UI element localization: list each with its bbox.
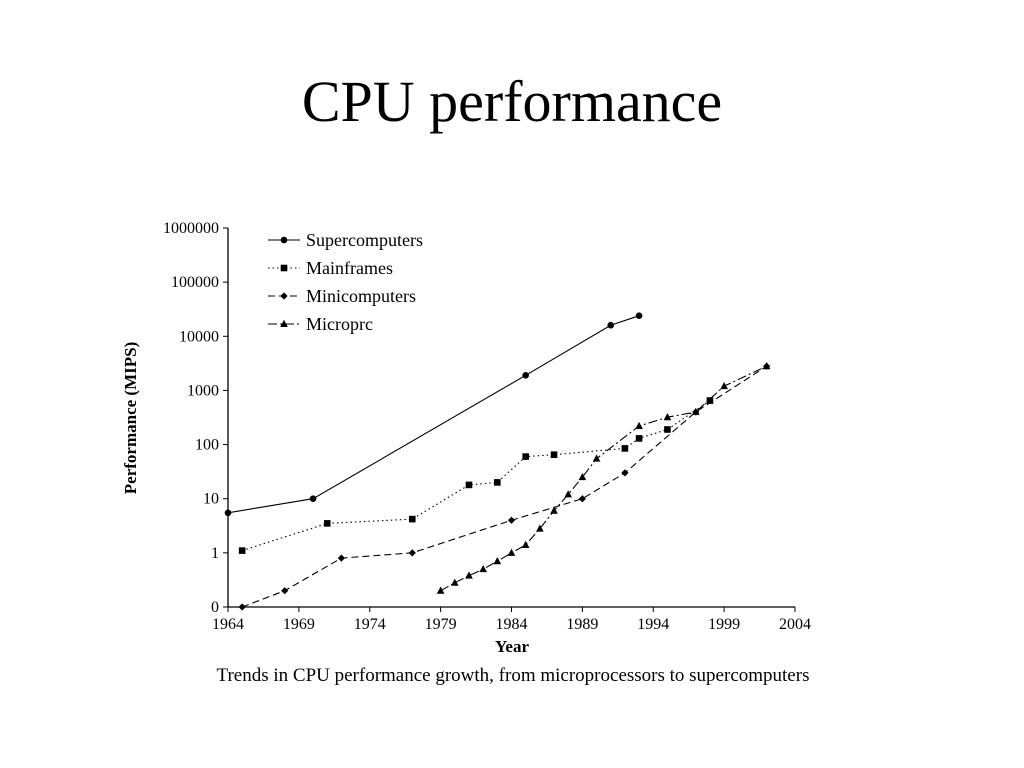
data-point-microprc — [521, 540, 530, 548]
y-tick-label: 10000 — [179, 328, 219, 345]
data-point-microprc — [592, 454, 601, 462]
slide-title: CPU performance — [301, 69, 723, 134]
series-line-microprc — [440, 365, 767, 592]
y-tick-label: 100000 — [171, 274, 219, 291]
legend-label-mainframes: Mainframes — [306, 258, 393, 278]
data-point-mainframes — [621, 445, 629, 452]
y-tick-label: 1000000 — [163, 220, 219, 237]
data-point-microprc — [564, 490, 572, 498]
x-axis-title: Year — [495, 637, 529, 656]
data-point-microprc — [578, 472, 587, 481]
data-point-microprc — [635, 421, 643, 430]
data-point-microprc — [436, 586, 445, 594]
data-point-mainframes — [465, 481, 473, 489]
legend-label-supercomputers: Supercomputers — [306, 230, 423, 250]
series-line-minicomputers — [241, 365, 767, 608]
legend-item-microprc: Microprc — [268, 314, 373, 334]
data-point-microprc — [550, 506, 558, 514]
data-point-microprc — [762, 362, 771, 370]
data-point-minicomputers — [281, 587, 289, 595]
data-point-mainframes — [522, 453, 529, 460]
data-point-minicomputers — [507, 516, 516, 524]
y-tick-label: 1000 — [187, 382, 219, 399]
x-tick-label: 1964 — [212, 616, 244, 633]
data-point-supercomputers — [607, 321, 615, 329]
chart-legend: Supercomputers Mainframes Minicomputers Mic… — [268, 230, 423, 334]
y-tick-label: 10 — [203, 491, 219, 508]
data-point-microprc — [720, 381, 728, 390]
data-point-microprc — [479, 564, 487, 573]
x-tick-label: 1989 — [566, 616, 598, 633]
x-tick-label: 1994 — [637, 616, 669, 633]
legend-marker-mainframes — [280, 264, 288, 272]
data-point-supercomputers — [635, 312, 643, 319]
chart-caption: Trends in CPU performance growth, from m… — [217, 665, 810, 686]
x-tick-label: 1984 — [496, 616, 528, 633]
legend-item-minicomputers: Minicomputers — [268, 286, 416, 306]
x-tick-label: 2004 — [779, 616, 811, 633]
data-point-microprc — [465, 571, 473, 579]
y-tick-label: 1 — [211, 545, 219, 562]
legend-item-supercomputers: Supercomputers — [268, 230, 423, 250]
data-point-minicomputers — [621, 469, 629, 477]
data-point-minicomputers — [578, 495, 586, 503]
data-point-mainframes — [664, 426, 671, 433]
series-line-mainframes — [242, 400, 711, 552]
series-minicomputers — [238, 362, 771, 611]
x-tick-label: 1999 — [708, 616, 740, 633]
data-point-minicomputers — [337, 554, 345, 562]
series-supercomputers — [224, 312, 643, 517]
data-point-microprc — [507, 548, 516, 556]
legend-item-mainframes: Mainframes — [268, 258, 393, 278]
data-point-supercomputers — [309, 495, 317, 503]
series-microprc — [436, 362, 771, 594]
data-point-microprc — [691, 407, 700, 415]
data-point-mainframes — [408, 515, 416, 523]
legend-marker-supercomputers — [280, 236, 288, 244]
data-point-minicomputers — [408, 549, 416, 557]
legend-marker-minicomputers — [280, 292, 288, 300]
legend-label-minicomputers: Minicomputers — [306, 286, 416, 306]
data-point-supercomputers — [224, 509, 232, 517]
data-point-microprc — [536, 524, 544, 532]
data-point-mainframes — [494, 479, 501, 486]
data-point-mainframes — [706, 397, 714, 404]
data-point-mainframes — [323, 520, 331, 527]
chart-series — [224, 312, 771, 611]
data-point-microprc — [451, 578, 459, 586]
data-point-supercomputers — [522, 372, 529, 379]
x-tick-label: 1974 — [354, 616, 386, 633]
legend-marker-microprc — [280, 319, 288, 327]
y-tick-label: 0 — [211, 599, 219, 616]
chart-ticks: 1964 1969 1974 1979 1984 1989 1994 1999 2004 0 1 10… — [163, 220, 811, 633]
x-tick-label: 1969 — [283, 616, 315, 633]
data-point-mainframes — [238, 547, 246, 554]
data-point-mainframes — [635, 435, 643, 442]
legend-label-microprc: Microprc — [306, 314, 373, 334]
data-point-mainframes — [550, 451, 558, 459]
y-tick-label: 100 — [195, 437, 219, 454]
y-axis-title: Performance (MIPS) — [121, 342, 140, 494]
data-point-microprc — [663, 413, 672, 421]
data-point-microprc — [493, 557, 502, 565]
data-point-minicomputers — [238, 603, 246, 611]
series-mainframes — [238, 397, 714, 554]
x-tick-label: 1979 — [425, 616, 457, 633]
